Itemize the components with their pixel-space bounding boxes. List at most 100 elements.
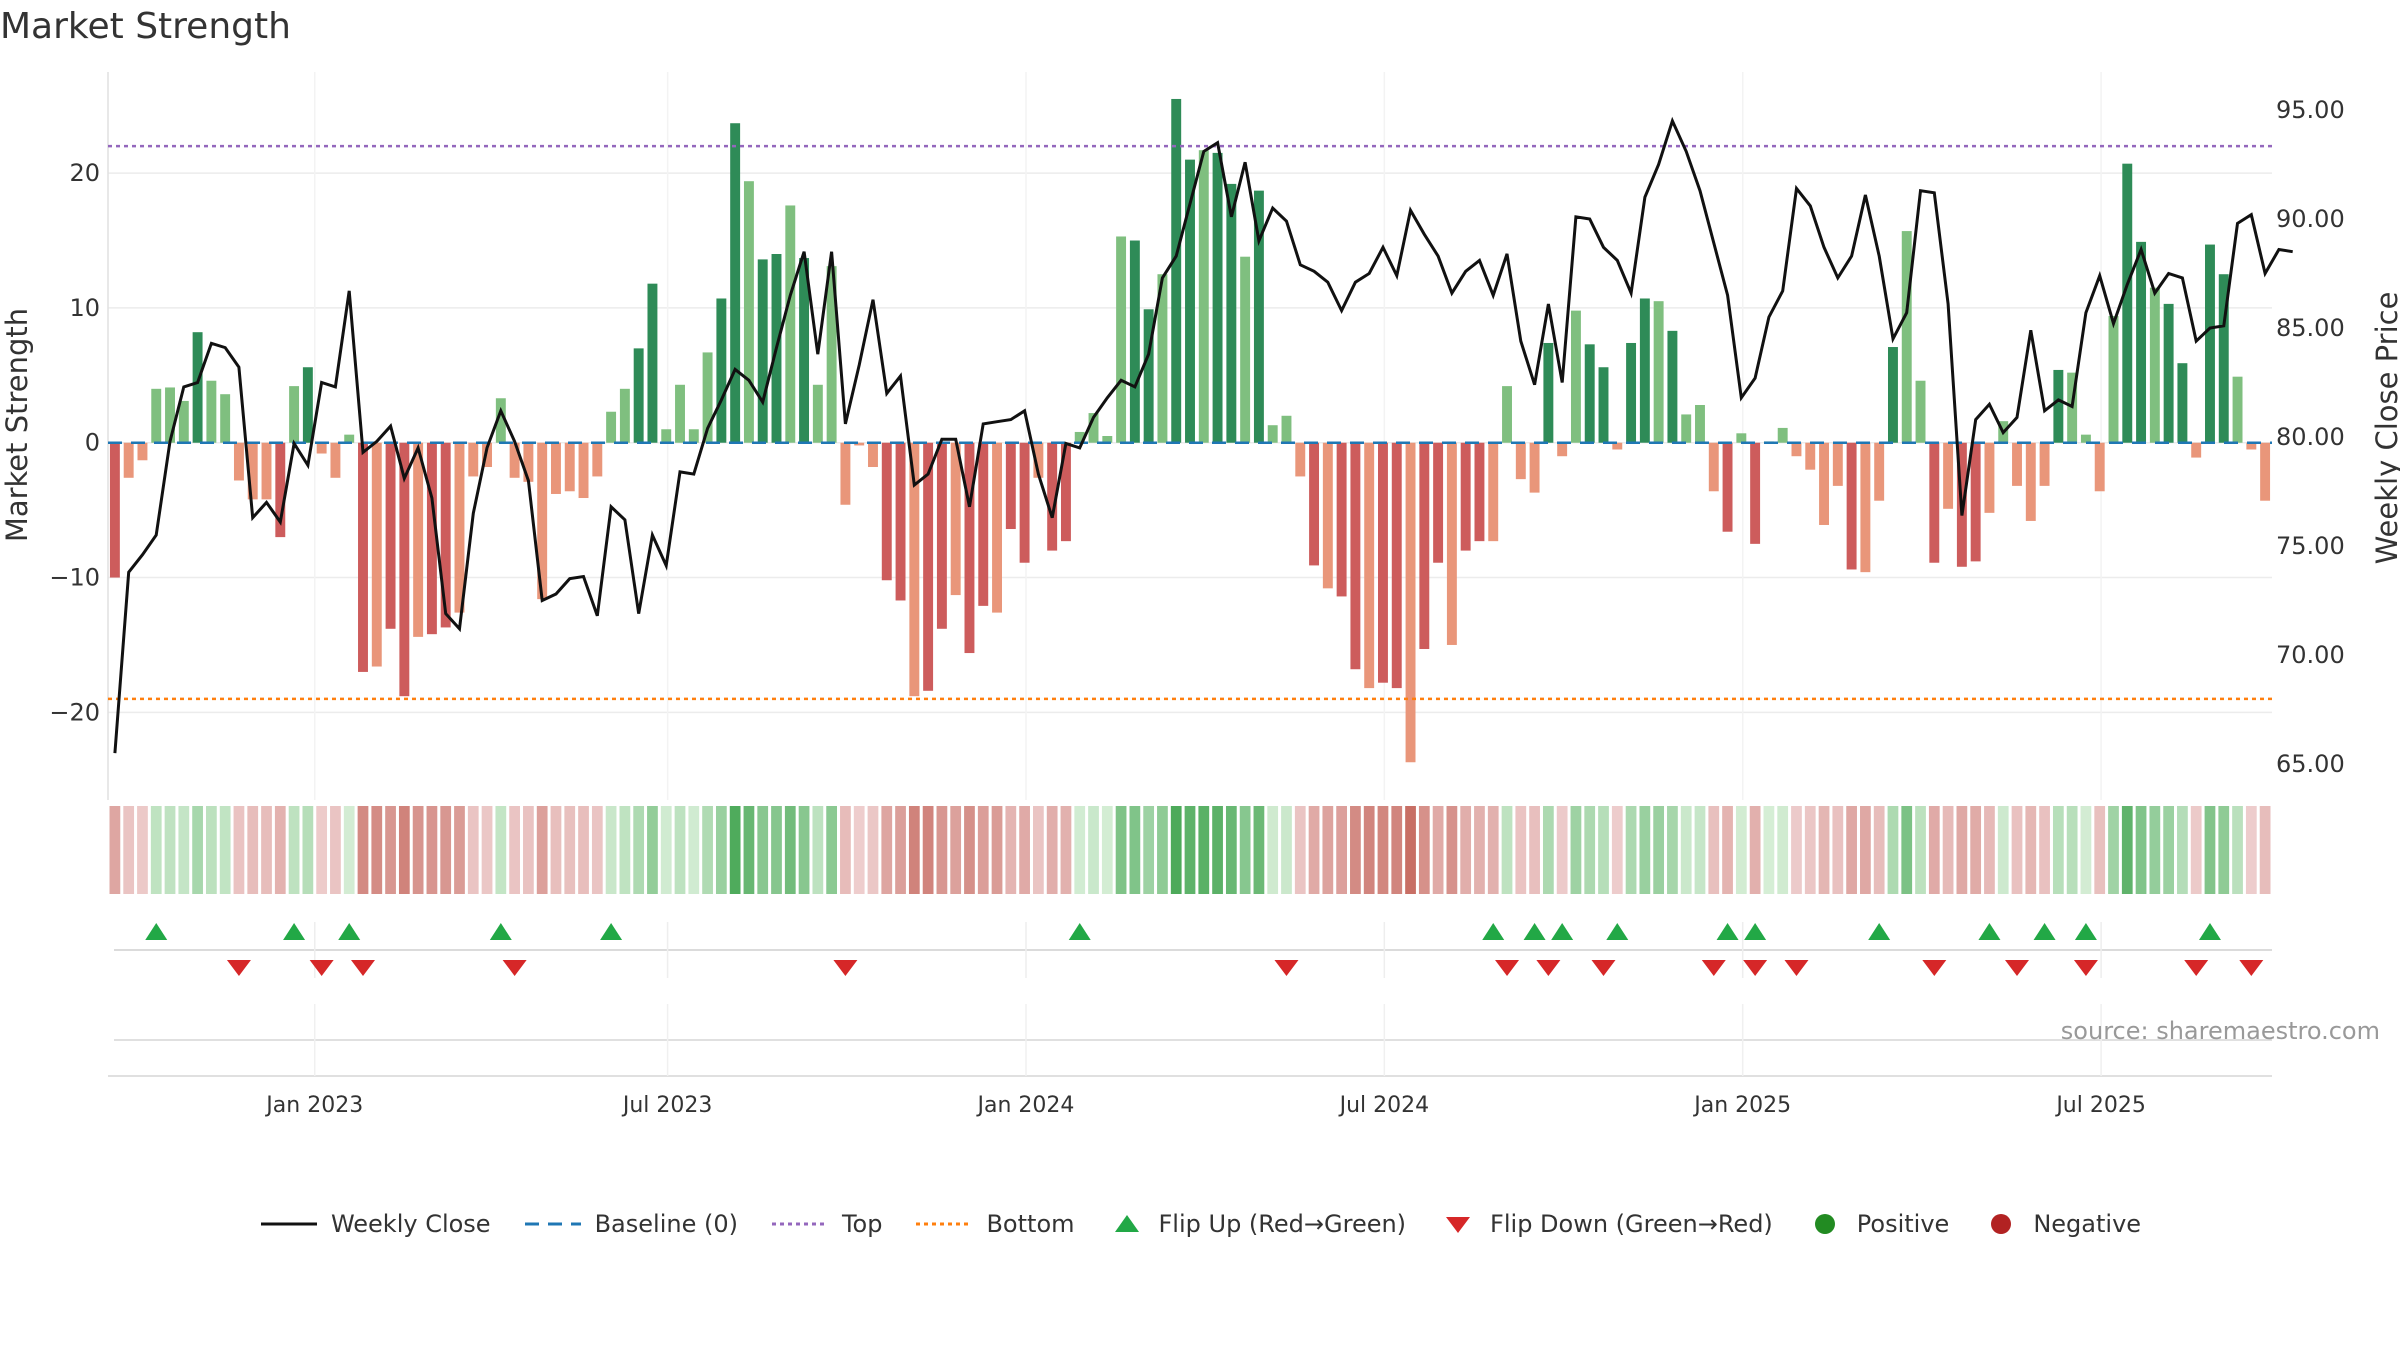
heatmap-cell bbox=[784, 806, 796, 894]
flip-down-marker bbox=[1274, 960, 1299, 976]
strength-bar bbox=[840, 442, 851, 505]
strength-bar bbox=[1860, 442, 1871, 573]
strength-bar bbox=[1253, 190, 1264, 443]
strength-bar bbox=[743, 181, 754, 443]
heatmap-cell bbox=[1611, 806, 1623, 894]
strength-bar bbox=[233, 442, 244, 481]
triangle-down-icon bbox=[1446, 1217, 1471, 1233]
heatmap-cell bbox=[1804, 806, 1816, 894]
heatmap-cell bbox=[895, 806, 906, 894]
heatmap-cell bbox=[605, 806, 617, 894]
strength-bar bbox=[2012, 442, 2022, 486]
strength-bar bbox=[385, 442, 396, 629]
heatmap-cell bbox=[1019, 806, 1030, 894]
legend-label: Baseline (0) bbox=[594, 1210, 738, 1238]
heatmap-cell bbox=[1515, 806, 1527, 894]
heatmap-cell bbox=[2039, 806, 2050, 894]
flip-up-marker bbox=[1716, 923, 1739, 940]
x-tick-label: Jul 2024 bbox=[1338, 1093, 1430, 1118]
heatmap-cell bbox=[1281, 806, 1292, 894]
legend-dash-icon bbox=[524, 1222, 581, 1226]
strength-bar bbox=[1915, 380, 1926, 443]
heatmap-cell bbox=[302, 806, 314, 894]
legend-item-positive: Positive bbox=[1805, 1210, 1949, 1238]
heatmap-cell bbox=[1474, 806, 1485, 894]
strength-bar bbox=[275, 442, 286, 538]
heatmap-cell bbox=[1653, 806, 1665, 894]
strength-bar bbox=[1695, 404, 1705, 443]
flip-up-marker bbox=[283, 923, 306, 940]
heatmap-cell bbox=[1625, 806, 1637, 894]
heatmap-cell bbox=[1088, 806, 1099, 894]
strength-bar bbox=[1446, 442, 1457, 645]
heatmap-cell bbox=[2177, 806, 2188, 894]
strength-bar bbox=[1570, 310, 1581, 443]
strength-bar bbox=[1970, 442, 1981, 562]
flip-up-marker bbox=[1523, 923, 1546, 940]
heatmap-cell bbox=[2190, 806, 2202, 894]
strength-bar bbox=[1667, 330, 1678, 443]
heatmap-cell bbox=[550, 806, 562, 894]
y-left-tick-label: 0 bbox=[85, 429, 100, 457]
heatmap-cell bbox=[454, 806, 465, 894]
strength-bar bbox=[1116, 236, 1127, 443]
heatmap-cell bbox=[578, 806, 589, 894]
heatmap-cell bbox=[812, 806, 824, 894]
heatmap-cell bbox=[1033, 806, 1044, 894]
heatmap-cell bbox=[729, 806, 741, 894]
heatmap-cell bbox=[1542, 806, 1554, 894]
strength-bar bbox=[716, 298, 727, 443]
strength-bar bbox=[1943, 442, 1954, 509]
strength-bar bbox=[854, 442, 865, 446]
strength-bar bbox=[1929, 442, 1940, 563]
heatmap-cell bbox=[2149, 806, 2161, 894]
flip-up-marker bbox=[1978, 923, 2001, 940]
strength-bar bbox=[468, 442, 479, 477]
heatmap-cell bbox=[481, 806, 493, 894]
strength-bar bbox=[165, 387, 175, 443]
strength-bar bbox=[1515, 442, 1526, 480]
strength-bar bbox=[537, 442, 548, 600]
flip-down-marker bbox=[1743, 960, 1768, 976]
heatmap-cell bbox=[1294, 806, 1306, 894]
strength-bar bbox=[1060, 442, 1071, 542]
strength-bar bbox=[1874, 442, 1885, 501]
heatmap-cell bbox=[233, 806, 245, 894]
strength-bar bbox=[1336, 442, 1347, 597]
flip-down-marker bbox=[833, 960, 858, 976]
x-tick-label: Jan 2023 bbox=[264, 1093, 363, 1118]
heatmap-cell bbox=[591, 806, 603, 894]
legend-item-top: Top bbox=[770, 1210, 882, 1238]
strength-bar bbox=[1309, 442, 1320, 566]
strength-bar bbox=[1322, 442, 1333, 589]
flip-down-marker bbox=[2184, 960, 2209, 976]
strength-bar bbox=[1736, 433, 1747, 443]
heatmap-cell bbox=[1308, 806, 1320, 894]
heatmap-cell bbox=[1487, 806, 1499, 894]
heatmap-cell bbox=[1928, 806, 1940, 894]
strength-bar bbox=[302, 367, 313, 443]
heatmap-cell bbox=[1501, 806, 1513, 894]
heatmap-cell bbox=[2218, 806, 2230, 894]
heatmap-cell bbox=[412, 806, 424, 894]
heatmap-cell bbox=[1005, 806, 1017, 894]
heatmap-cell bbox=[426, 806, 438, 894]
heatmap-cell bbox=[1267, 806, 1279, 894]
heatmap-cell bbox=[1956, 806, 1968, 894]
strength-bar bbox=[1102, 436, 1113, 443]
strength-bar bbox=[358, 442, 368, 672]
flip-down-marker bbox=[1784, 960, 1809, 976]
heatmap-cell bbox=[1556, 806, 1568, 894]
flip-up-marker bbox=[1068, 923, 1091, 940]
legend-label: Weekly Close bbox=[330, 1210, 491, 1238]
heatmap-cell bbox=[1680, 806, 1692, 894]
heatmap-cell bbox=[219, 806, 231, 894]
heatmap-cell bbox=[1170, 806, 1182, 894]
strength-bar bbox=[1143, 309, 1154, 443]
heatmap-cell bbox=[743, 806, 755, 894]
heatmap-cell bbox=[688, 806, 700, 894]
heatmap-cell bbox=[1749, 806, 1761, 894]
flip-up-marker bbox=[489, 923, 512, 940]
heatmap-cell bbox=[2259, 806, 2271, 894]
